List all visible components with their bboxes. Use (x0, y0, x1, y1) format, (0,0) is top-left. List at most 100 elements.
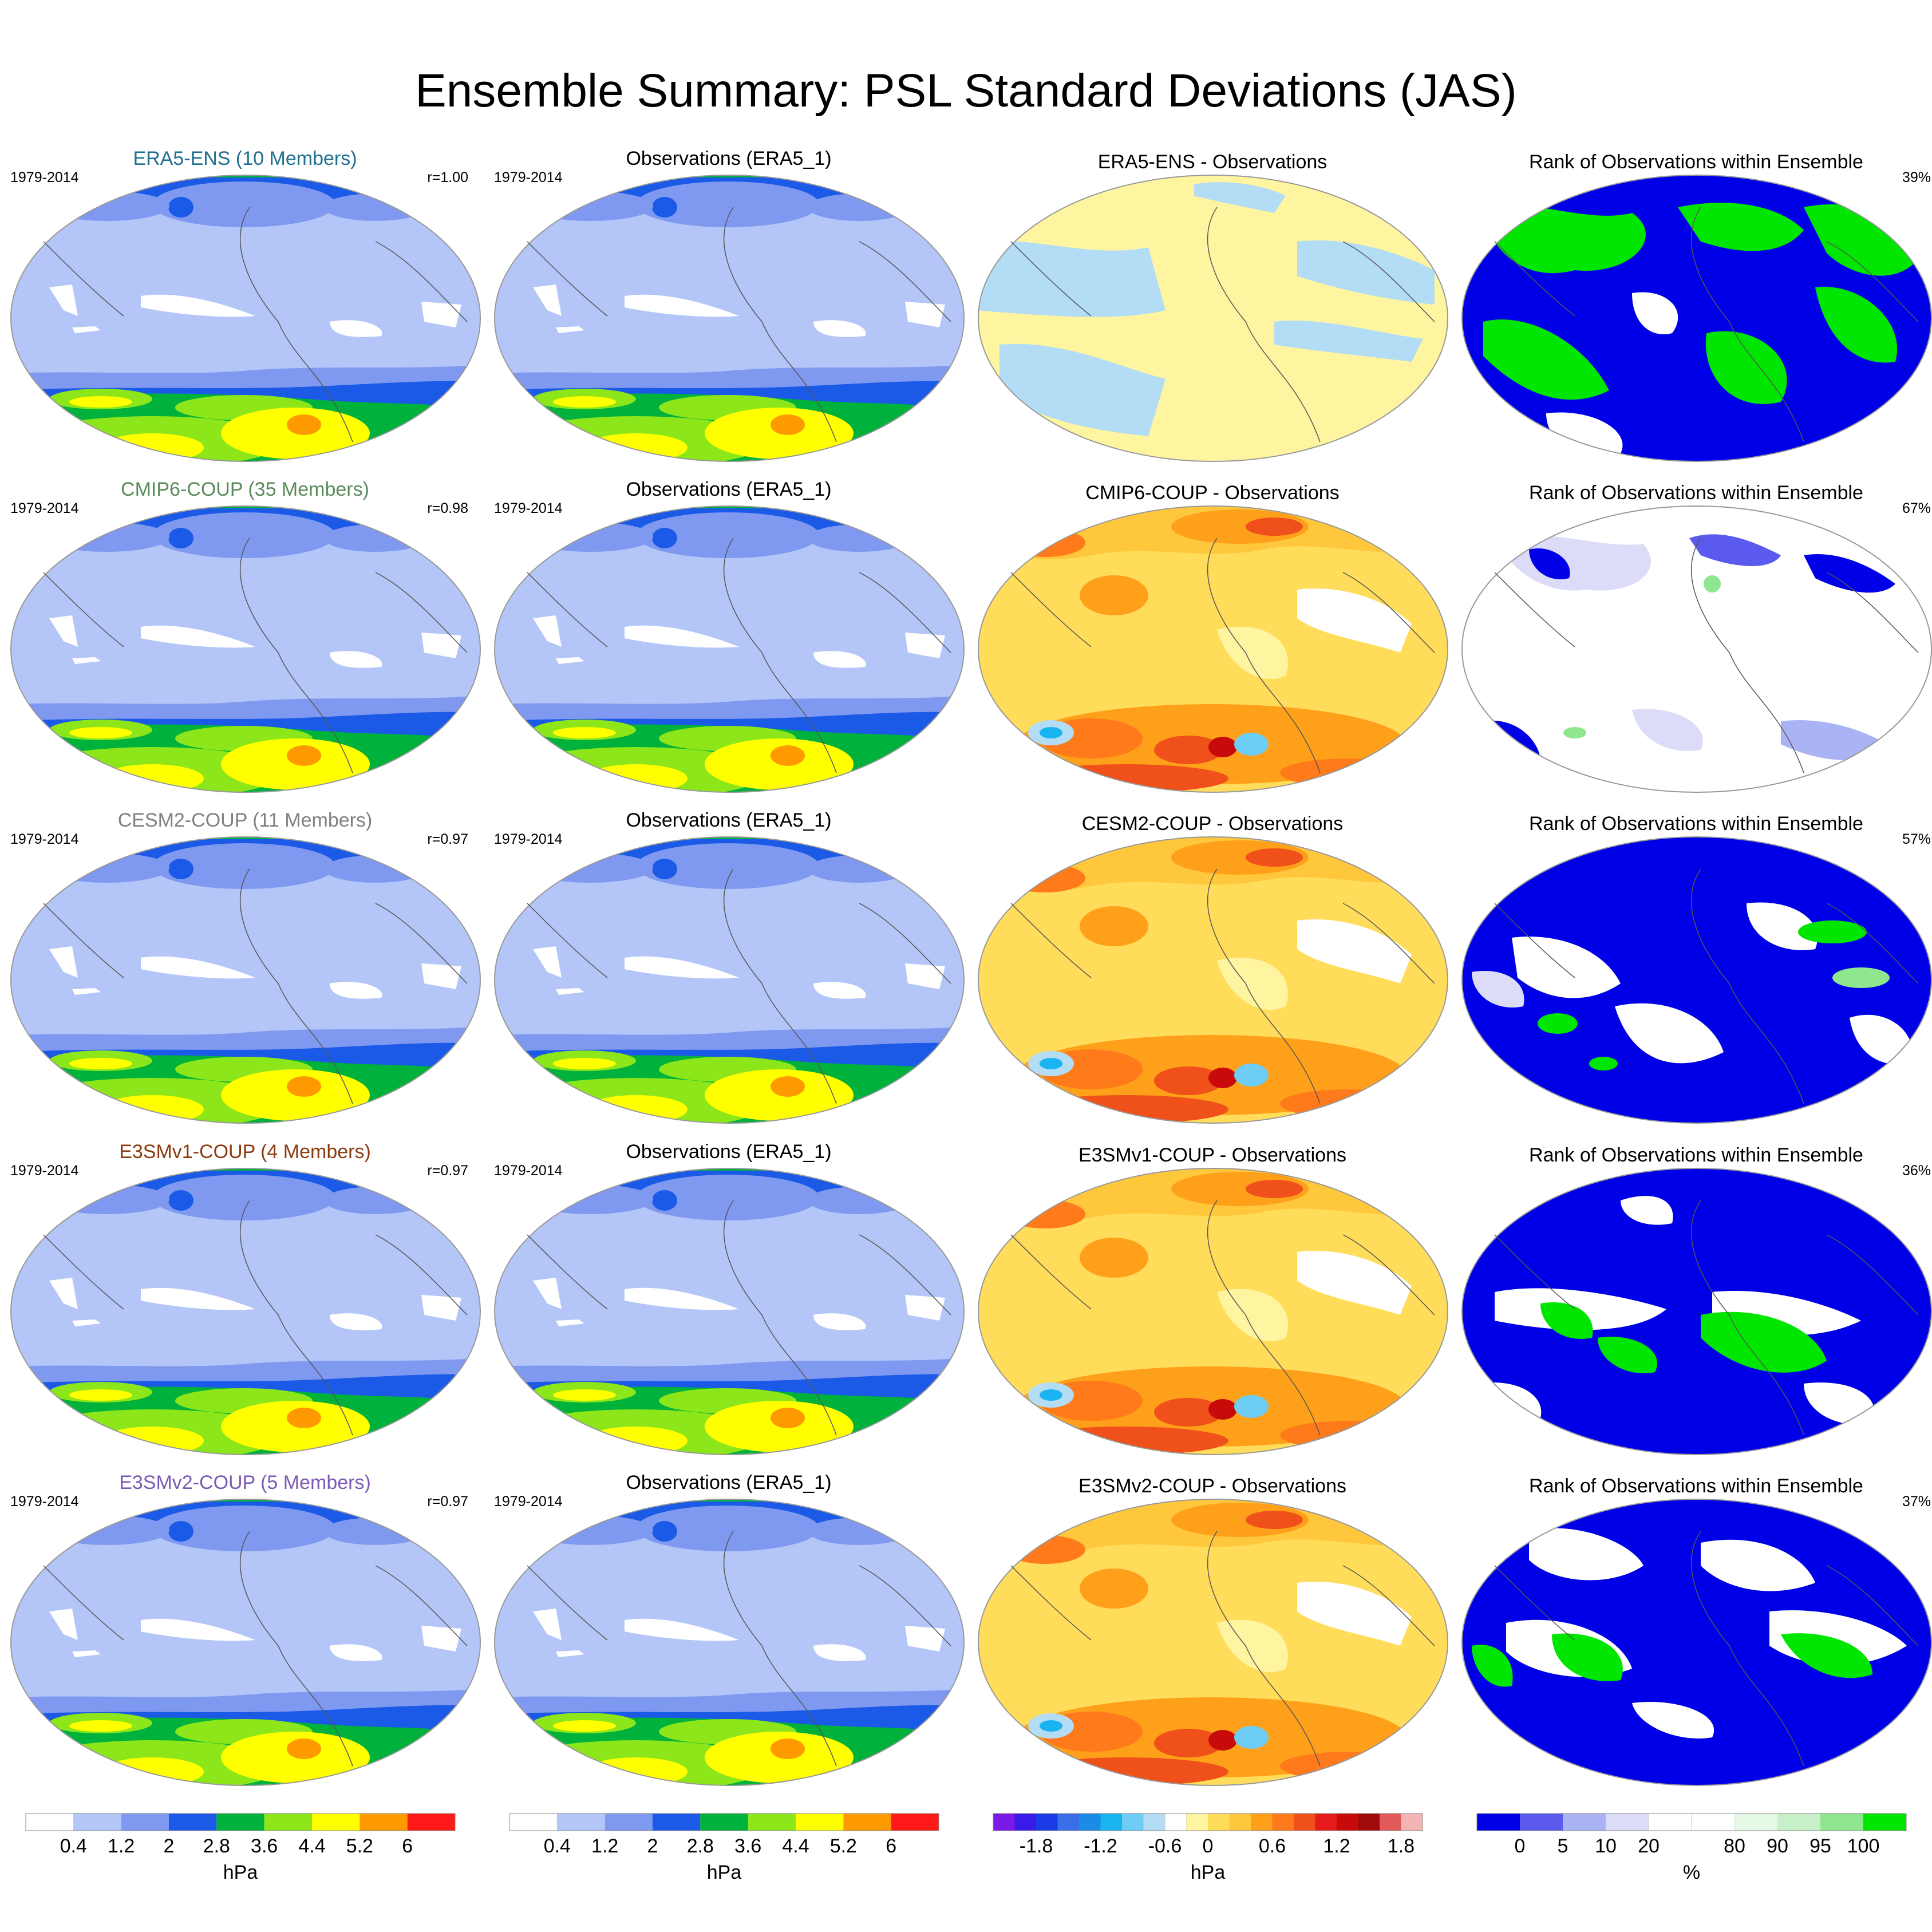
panel-title: Rank of Observations within Ensemble (1529, 813, 1863, 835)
period-label: 1979-2014 (10, 1494, 79, 1510)
map-ensemble (9, 1497, 482, 1788)
map-svg (494, 1499, 965, 1786)
panel-title: E3SMv1-COUP - Observations (1078, 1144, 1346, 1166)
colorbar-swatch (1863, 1814, 1906, 1831)
colorbar-tick-label: 0 (1515, 1835, 1526, 1857)
colorbar-tick-label: -0.6 (1148, 1835, 1182, 1857)
map-panel-ensemble: CESM2-COUP (11 Members) 1979-2014 r=0.97 (5, 809, 485, 1130)
colorbar-swatch (993, 1814, 1015, 1831)
colorbar-swatch (1563, 1814, 1606, 1831)
colorbar-swatch (891, 1814, 939, 1831)
colorbar-swatch (1164, 1813, 1187, 1831)
panel-title: E3SMv1-COUP (4 Members) (119, 1141, 371, 1163)
colorbar-swatch (407, 1814, 455, 1831)
colorbar-tick-label: -1.8 (1020, 1835, 1053, 1857)
colorbar-tick-label: 5.2 (346, 1835, 373, 1857)
colorbar-tick-label: 0.6 (1259, 1835, 1286, 1857)
colorbar-tick-label: 5.2 (830, 1835, 857, 1857)
colorbar-swatch (25, 1813, 74, 1831)
colorbar-swatch (216, 1814, 264, 1831)
colorbar-swatch (169, 1814, 217, 1831)
colorbar-swatch (700, 1814, 748, 1831)
colorbar-swatch (1208, 1814, 1230, 1831)
colorbar-swatch (264, 1814, 312, 1831)
colorbar-tick-label: 4.4 (782, 1835, 809, 1857)
colorbar-tick-label: 3.6 (251, 1835, 278, 1857)
map-ensemble (9, 835, 482, 1125)
map-panel-diff: CMIP6-COUP - Observations (972, 479, 1453, 799)
period-label: 1979-2014 (494, 1494, 563, 1510)
map-svg (1461, 1499, 1932, 1786)
colorbar-swatch (1401, 1814, 1423, 1831)
map-rank (1460, 1166, 1932, 1457)
period-label: 1979-2014 (10, 831, 79, 847)
map-panel-obs: Observations (ERA5_1) 1979-2014 (488, 809, 969, 1130)
colorbar-tick-label: 95 (1809, 1835, 1831, 1857)
map-panel-diff: ERA5-ENS - Observations (972, 148, 1453, 468)
map-diff (977, 504, 1449, 795)
map-diff (977, 1497, 1449, 1788)
period-label: 1979-2014 (494, 831, 563, 847)
colorbar-swatch (73, 1814, 121, 1831)
colorbar-tick-label: 4.4 (298, 1835, 325, 1857)
colorbar-tick-label: 0 (1203, 1835, 1214, 1857)
map-svg (494, 175, 965, 462)
map-obs (493, 1497, 966, 1788)
colorbar-swatch (1315, 1814, 1337, 1831)
colorbar-unit: % (1682, 1862, 1701, 1883)
colorbar-tick-label: 2.8 (203, 1835, 230, 1857)
colorbar-unit: hPa (1190, 1862, 1226, 1883)
map-svg (978, 836, 1448, 1124)
colorbar-swatch (1272, 1814, 1294, 1831)
map-panel-rank: Rank of Observations within Ensemble 67% (1456, 479, 1932, 799)
rank-percent-label: 57% (1902, 831, 1931, 847)
correlation-label: r=1.00 (427, 169, 468, 185)
period-label: 1979-2014 (494, 500, 563, 516)
panel-title: CESM2-COUP - Observations (1081, 813, 1344, 835)
colorbar-tick-label: 0.4 (60, 1835, 87, 1857)
panel-title: Observations (ERA5_1) (626, 148, 832, 169)
colorbar-swatch (748, 1814, 796, 1831)
colorbar-std-2: 0.4 1.2 2 2.8 3.6 4.4 5.2 6 hPa (507, 1809, 953, 1889)
map-ensemble (9, 1166, 482, 1457)
map-svg (1461, 1168, 1932, 1455)
colorbar-swatch (1520, 1814, 1563, 1831)
map-svg (1461, 505, 1932, 793)
colorbar-swatch (312, 1814, 360, 1831)
map-panel-ensemble: ERA5-ENS (10 Members) 1979-2014 r=1.00 (5, 148, 485, 468)
colorbar-swatch (1380, 1814, 1401, 1831)
colorbar-swatch (1477, 1814, 1520, 1831)
map-panel-diff: E3SMv2-COUP - Observations (972, 1472, 1453, 1792)
period-label: 1979-2014 (10, 1163, 79, 1179)
map-ensemble (9, 173, 482, 464)
colorbar-std-1: 0.4 1.2 2 2.8 3.6 4.4 5.2 6 hPa (23, 1809, 469, 1889)
colorbar-swatch (1777, 1814, 1820, 1831)
map-obs (493, 504, 966, 795)
colorbar-tick-label: 6 (402, 1835, 413, 1857)
correlation-label: r=0.97 (427, 1494, 468, 1510)
panel-title: E3SMv2-COUP - Observations (1078, 1475, 1346, 1497)
period-label: 1979-2014 (10, 169, 79, 185)
map-panel-rank: Rank of Observations within Ensemble 36% (1456, 1141, 1932, 1461)
colorbar-unit: hPa (223, 1862, 258, 1883)
panel-title: CESM2-COUP (11 Members) (117, 809, 373, 831)
map-rank (1460, 835, 1932, 1125)
colorbar-tick-label: 20 (1638, 1835, 1660, 1857)
map-panel-ensemble: E3SMv2-COUP (5 Members) 1979-2014 r=0.97 (5, 1472, 485, 1792)
colorbar-swatch (1100, 1814, 1122, 1831)
map-panel-obs: Observations (ERA5_1) 1979-2014 (488, 1141, 969, 1461)
map-panel-diff: CESM2-COUP - Observations (972, 809, 1453, 1130)
panel-title: Observations (ERA5_1) (626, 1141, 832, 1163)
colorbar-tick-label: 2 (647, 1835, 658, 1857)
colorbar-tick-label: 6 (886, 1835, 896, 1857)
colorbar-swatch (1294, 1814, 1315, 1831)
correlation-label: r=0.98 (427, 500, 468, 516)
colorbar-swatch (1229, 1814, 1251, 1831)
panel-title: Rank of Observations within Ensemble (1529, 482, 1863, 504)
rank-percent-label: 67% (1902, 500, 1931, 516)
map-panel-obs: Observations (ERA5_1) 1979-2014 (488, 1472, 969, 1792)
rank-percent-label: 39% (1902, 169, 1931, 185)
colorbar-swatch (1143, 1814, 1165, 1831)
map-diff (977, 173, 1449, 464)
colorbar-swatch (796, 1814, 844, 1831)
